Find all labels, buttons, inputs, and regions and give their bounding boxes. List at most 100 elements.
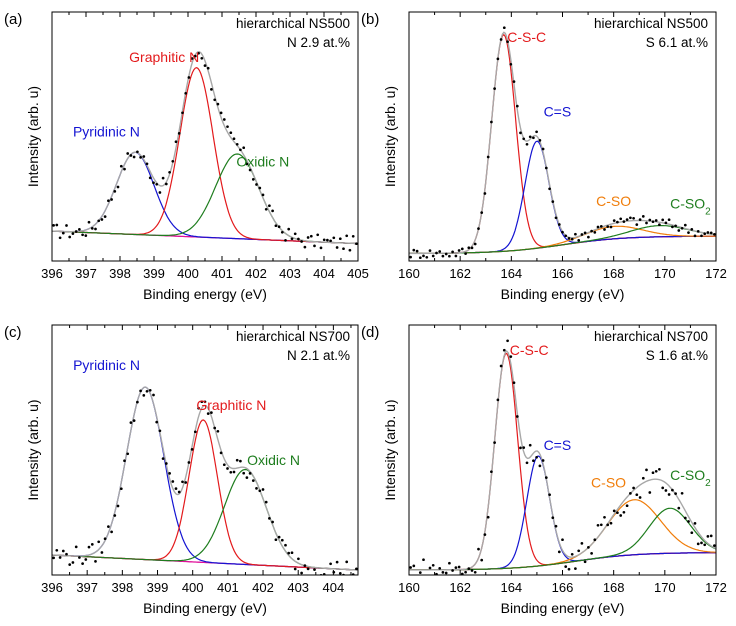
data-point (242, 146, 246, 150)
data-point (671, 225, 674, 229)
data-point (290, 237, 294, 241)
data-point (625, 218, 629, 221)
data-point (431, 563, 435, 567)
sample-title: hierarchical NS500 (594, 16, 708, 31)
data-point (460, 247, 464, 251)
data-point (609, 225, 613, 229)
data-point (480, 558, 484, 562)
data-point (551, 200, 555, 203)
peak-label-text: C-SO (670, 196, 705, 212)
data-point (229, 131, 233, 135)
data-point (136, 400, 139, 404)
data-point (412, 248, 416, 252)
data-point (603, 228, 606, 231)
data-point (519, 446, 522, 450)
data-point (583, 560, 587, 564)
data-point (590, 229, 593, 233)
plot-frame (51, 324, 359, 576)
data-point (203, 64, 207, 67)
data-point (116, 185, 120, 189)
data-point (100, 218, 104, 221)
data-point (587, 235, 590, 239)
data-point (297, 237, 300, 241)
data-point (355, 567, 358, 571)
x-tick-label: 172 (705, 266, 727, 281)
data-point (61, 549, 65, 553)
peak-label-graphitic-n: Graphitic N (196, 397, 266, 413)
data-point (348, 248, 352, 252)
envelope-fit (52, 51, 358, 245)
data-point (493, 87, 496, 90)
data-point (200, 400, 204, 404)
x-tick-label: 168 (603, 580, 625, 595)
data-point (496, 57, 500, 61)
data-point (332, 236, 336, 240)
data-point (313, 568, 316, 571)
data-point (499, 38, 503, 41)
peak-label-pyridinic-n: Pyridinic N (73, 357, 140, 373)
data-point (210, 88, 213, 91)
data-point (425, 255, 429, 259)
data-point (690, 531, 694, 535)
data-point (155, 182, 159, 186)
data-point (683, 223, 687, 227)
data-point (641, 215, 645, 218)
data-point (219, 451, 223, 455)
data-point (280, 230, 284, 234)
data-point (528, 135, 532, 139)
data-point (345, 234, 349, 238)
data-point (635, 493, 639, 497)
panel-b: 160 162 164 166 168 170 172 Binding energy (eV)… (361, 11, 727, 302)
data-point (448, 254, 451, 258)
data-point (470, 246, 474, 250)
data-point (293, 232, 297, 236)
x-tick-label: 397 (76, 580, 98, 595)
data-point (342, 247, 345, 251)
data-point (126, 452, 130, 456)
data-point (210, 411, 213, 414)
data-point (351, 234, 355, 238)
data-point (248, 168, 252, 172)
data-point (116, 504, 120, 508)
data-point (438, 250, 442, 253)
peak-label-subscript: 2 (705, 478, 711, 489)
data-point (303, 564, 307, 567)
data-point (145, 162, 149, 166)
data-point (74, 230, 78, 233)
x-tick-label: 172 (705, 580, 727, 595)
data-point (242, 471, 246, 475)
data-point (457, 249, 461, 252)
data-point (538, 464, 542, 468)
x-tick-label: 168 (603, 266, 625, 281)
x-tick-label: 164 (500, 580, 522, 595)
data-point (290, 551, 294, 555)
data-point (567, 567, 571, 571)
data-point (658, 223, 661, 227)
data-point (271, 209, 274, 213)
data-point (661, 218, 665, 222)
data-point (418, 256, 422, 260)
x-tick-label: 401 (217, 580, 239, 595)
data-point (65, 224, 68, 227)
data-point (271, 520, 274, 524)
data-point (564, 565, 568, 568)
data-point (528, 443, 532, 447)
data-point (110, 198, 113, 201)
x-tick-label: 166 (552, 580, 574, 595)
data-point (193, 54, 197, 58)
data-point (486, 155, 490, 159)
data-point (635, 223, 639, 226)
peak-label-c-s: C=S (544, 104, 572, 120)
data-point (316, 576, 319, 579)
data-point (606, 523, 610, 527)
data-point (622, 220, 626, 223)
data-point (94, 227, 97, 231)
data-point (651, 471, 655, 475)
data-point (181, 480, 184, 484)
peak-label-subscript: 2 (705, 206, 711, 217)
data-point (512, 80, 516, 83)
data-point (409, 255, 412, 259)
data-point (136, 150, 139, 154)
data-point (142, 155, 146, 158)
data-point (329, 562, 332, 566)
